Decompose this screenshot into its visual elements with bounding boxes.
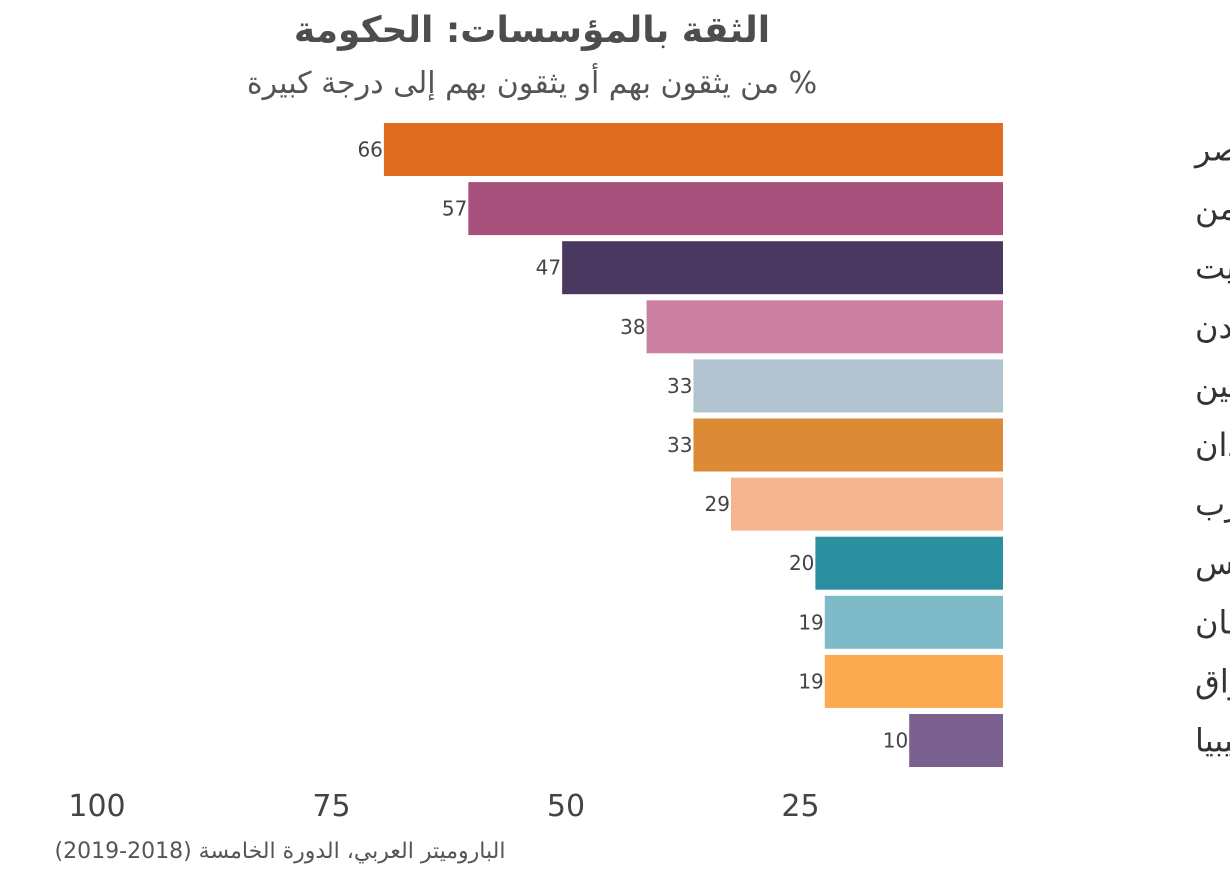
value-label-7: 29 (705, 492, 730, 516)
bar-1 (383, 123, 1003, 176)
tick-label-75: 75 (312, 789, 350, 824)
category-label-7: المغرب (1195, 485, 1230, 523)
bars-group: 66 مصر 57 اليمن 47 الكويت 38 الأردن 33 فلسطين 33 ال… (357, 123, 1230, 767)
value-label-10: 19 (798, 669, 823, 693)
bar-7 (730, 477, 1003, 531)
bar-9 (824, 595, 1003, 649)
value-label-9: 19 (798, 610, 823, 634)
category-label-4: الأردن (1195, 307, 1230, 346)
value-label-2: 57 (442, 197, 467, 221)
value-label-8: 20 (789, 551, 814, 575)
category-label-6: السودان (1195, 426, 1230, 464)
bar-3 (562, 241, 1003, 295)
chart-caption: الباروميتر العربي، الدورة الخامسة (2018-… (55, 839, 506, 864)
bar-8 (815, 536, 1003, 590)
tick-label-100: 100 (68, 789, 125, 824)
category-label-2: اليمن (1195, 190, 1230, 228)
bar-4 (646, 300, 1003, 354)
value-label-1: 66 (357, 138, 382, 162)
value-label-3: 47 (536, 256, 561, 280)
bar-10 (824, 654, 1003, 708)
bar-11 (909, 714, 1003, 767)
value-label-6: 33 (667, 433, 692, 457)
tick-label-25: 25 (781, 789, 819, 824)
category-label-10: العراق (1195, 662, 1230, 700)
category-label-11: ليبيا (1195, 722, 1230, 760)
value-label-11: 10 (883, 729, 908, 753)
chart-title: الثقة بالمؤسسات: الحكومة (294, 10, 770, 51)
bar-2 (468, 182, 1004, 236)
value-label-5: 33 (667, 374, 692, 398)
bar-5 (693, 359, 1003, 413)
category-label-3: الكويت (1195, 249, 1230, 287)
category-label-8: تونس (1195, 544, 1230, 582)
value-label-4: 38 (620, 315, 645, 339)
category-label-5: فلسطين (1195, 367, 1230, 405)
x-axis-ticks: 25 50 75 100 (68, 789, 819, 824)
tick-label-50: 50 (547, 789, 585, 824)
chart-subtitle: % من يثقون بهم أو يثقون بهم إلى درجة كبي… (247, 62, 817, 101)
category-label-9: لبنان (1195, 603, 1230, 641)
category-label-1: مصر (1193, 131, 1230, 169)
bar-6 (693, 418, 1003, 472)
